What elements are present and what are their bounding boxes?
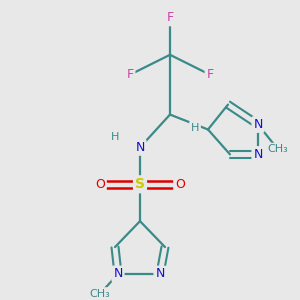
- Text: N: N: [135, 141, 145, 154]
- Text: F: F: [206, 68, 214, 81]
- Text: S: S: [135, 177, 145, 191]
- Text: N: N: [113, 267, 123, 280]
- Text: CH₃: CH₃: [268, 144, 288, 154]
- Text: CH₃: CH₃: [90, 289, 110, 299]
- Text: F: F: [167, 11, 174, 24]
- Text: N: N: [253, 118, 263, 131]
- Text: O: O: [175, 178, 185, 191]
- Text: N: N: [253, 148, 263, 161]
- Text: F: F: [126, 68, 134, 81]
- Text: N: N: [155, 267, 165, 280]
- Text: H: H: [191, 122, 199, 133]
- Text: O: O: [95, 178, 105, 191]
- Text: H: H: [111, 133, 119, 142]
